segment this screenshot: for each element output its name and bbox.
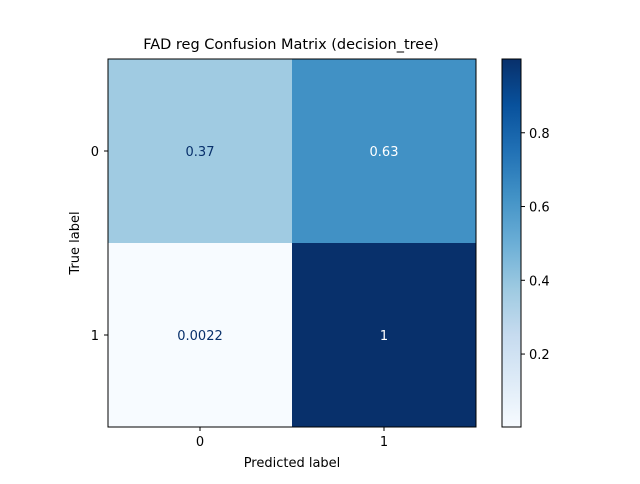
colorbar (501, 58, 522, 428)
colorbar-tick-label-0: 0.2 (529, 348, 550, 363)
cell-label-1-0: 0.0022 (177, 329, 223, 344)
x-tick-label-1: 1 (380, 435, 388, 450)
cell-0-1 (292, 59, 476, 243)
y-tick-label-0: 0 (91, 145, 99, 160)
colorbar-tick-label-2: 0.6 (529, 201, 550, 216)
y-axis-label: True label (68, 211, 83, 275)
cell-1-0 (108, 243, 292, 427)
chart-title: FAD reg Confusion Matrix (decision_tree) (143, 37, 439, 53)
cell-label-0-1: 0.63 (370, 145, 399, 160)
cell-1-1 (292, 243, 476, 427)
x-tick-label-0: 0 (196, 435, 204, 450)
colorbar-tick-label-1: 0.4 (529, 274, 550, 289)
heatmap-cells: 0.37 0.63 0.0022 1 (108, 59, 476, 427)
colorbar-ticks: 0.2 0.4 0.6 0.8 (521, 127, 550, 363)
colorbar-tick-label-3: 0.8 (529, 127, 550, 142)
axes-frame (107, 58, 477, 428)
cell-label-1-1: 1 (380, 329, 388, 344)
y-axis-ticks: 01 (91, 145, 108, 344)
cell-0-0 (108, 59, 292, 243)
y-tick-label-1: 1 (91, 329, 99, 344)
x-axis-label: Predicted label (244, 456, 341, 471)
cell-label-0-0: 0.37 (186, 145, 215, 160)
